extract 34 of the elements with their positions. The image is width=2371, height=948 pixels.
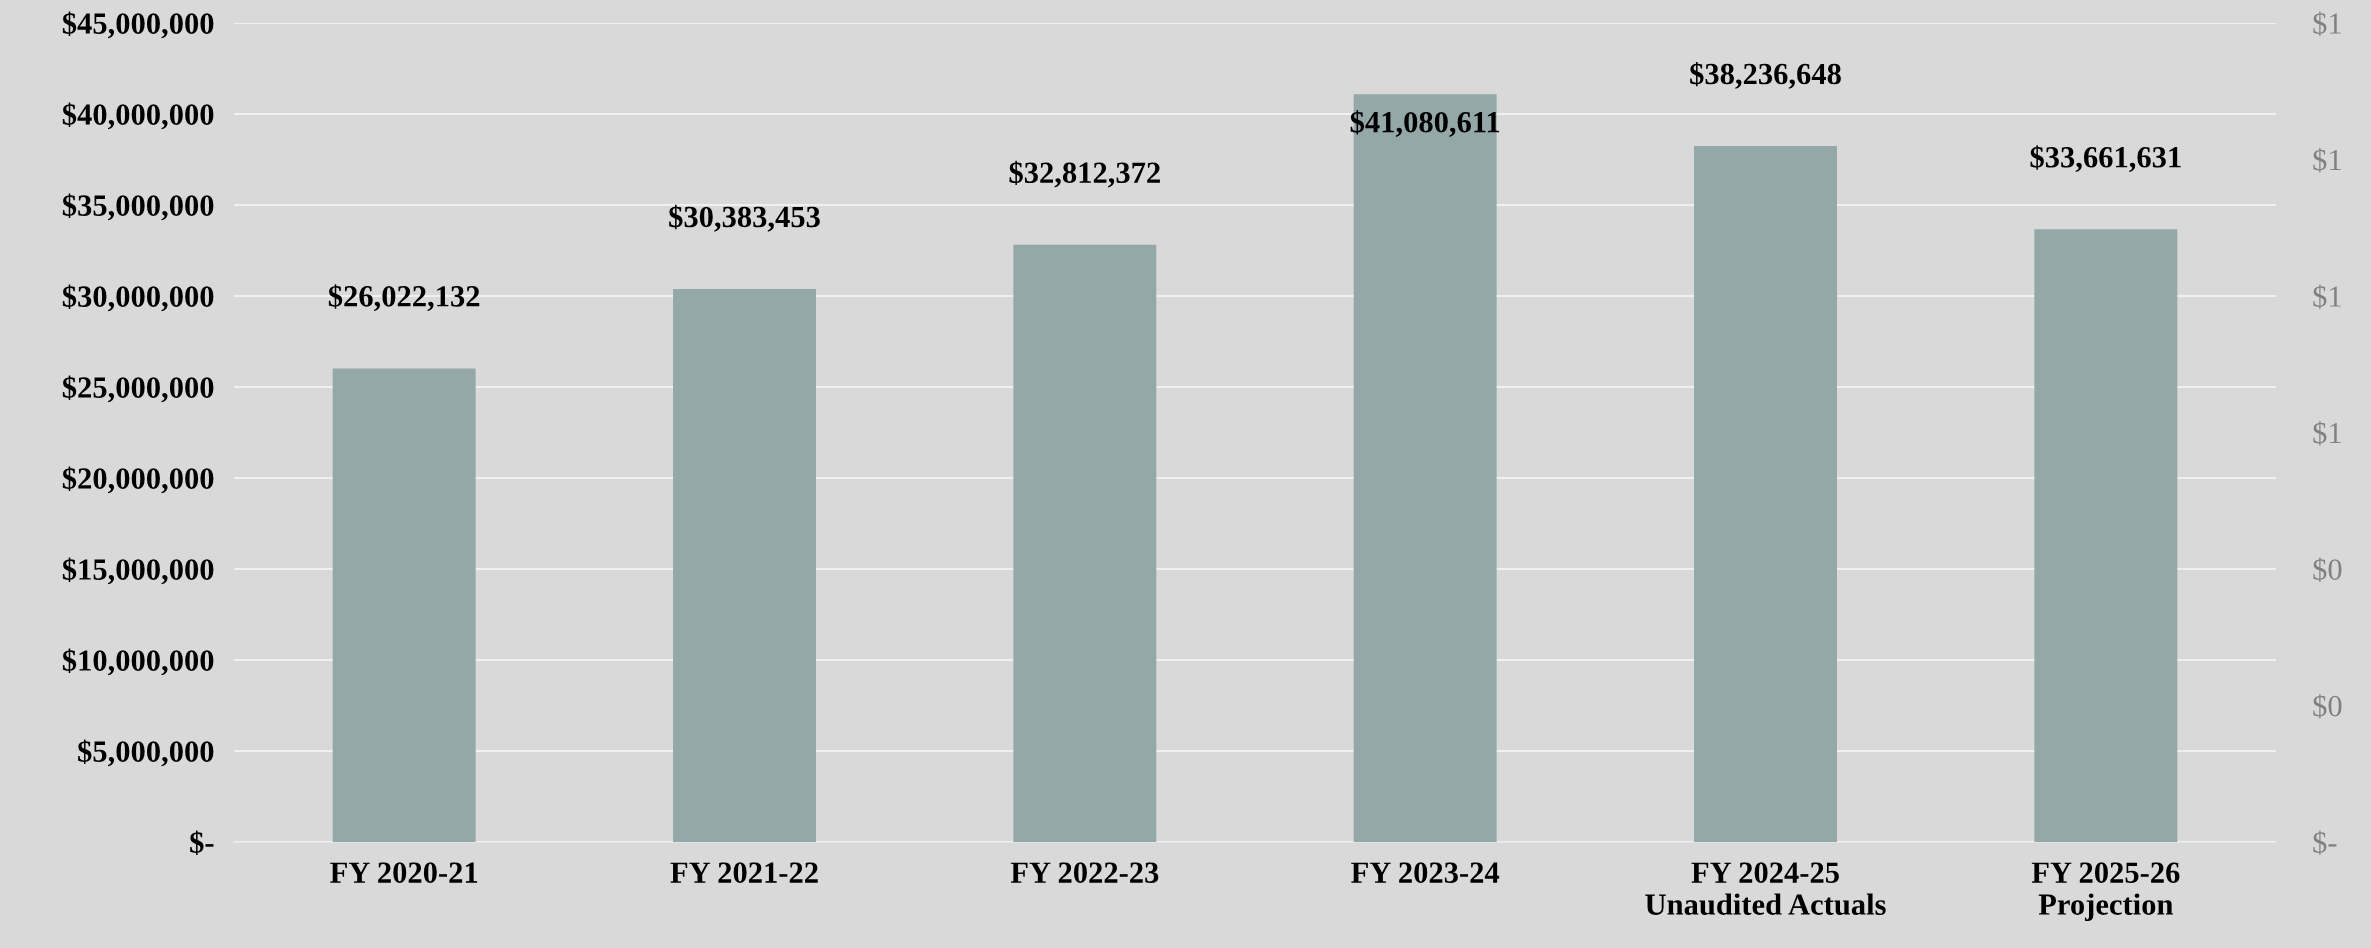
data-label: $30,383,453 — [669, 204, 820, 232]
y2-tick-label: $0 — [2313, 693, 2342, 719]
data-label: $38,236,648 — [1690, 61, 1841, 89]
y-tick-label: $15,000,000 — [62, 557, 214, 585]
bar — [2034, 229, 2178, 842]
x-tick-label: FY 2020-21 — [330, 862, 478, 883]
y-tick-label: $35,000,000 — [62, 193, 214, 221]
y-tick-label: $25,000,000 — [62, 375, 214, 403]
bar — [673, 289, 816, 842]
bar — [1694, 146, 1837, 842]
data-label: $41,080,611 — [1350, 110, 1500, 137]
y-tick-label: $45,000,000 — [62, 11, 214, 39]
y2-tick-label: $0 — [2313, 557, 2342, 582]
y-tick-label: $10,000,000 — [62, 648, 214, 676]
y2-tick-label: $1 — [2313, 11, 2341, 36]
x-tick-label: FY 2024-25 Unaudited Actuals — [1645, 862, 1886, 915]
x-tick-label: FY 2022-23 — [1010, 862, 1159, 883]
y-tick-label: $40,000,000 — [62, 102, 214, 130]
x-tick-label: FY 2021-22 — [670, 862, 818, 883]
y-tick-label: $30,000,000 — [62, 284, 214, 312]
x-tick-label: FY 2023-24 — [1351, 862, 1500, 883]
bar — [1013, 244, 1157, 842]
bar — [332, 368, 476, 842]
y2-tick-label: $- — [2313, 830, 2337, 855]
y-tick-label: $20,000,000 — [62, 466, 214, 494]
y2-tick-label: $1 — [2313, 284, 2341, 309]
data-label: $26,022,132 — [328, 284, 480, 312]
data-label: $33,661,631 — [2030, 145, 2181, 173]
data-label: $32,812,372 — [1009, 160, 1160, 188]
y2-tick-label: $1 — [2313, 147, 2341, 173]
y2-tick-label: $1 — [2313, 420, 2341, 446]
x-tick-label: FY 2025-26 Projection — [2031, 862, 2180, 922]
y-tick-label: $5,000,000 — [78, 739, 214, 767]
y-tick-label: $- — [190, 830, 214, 855]
